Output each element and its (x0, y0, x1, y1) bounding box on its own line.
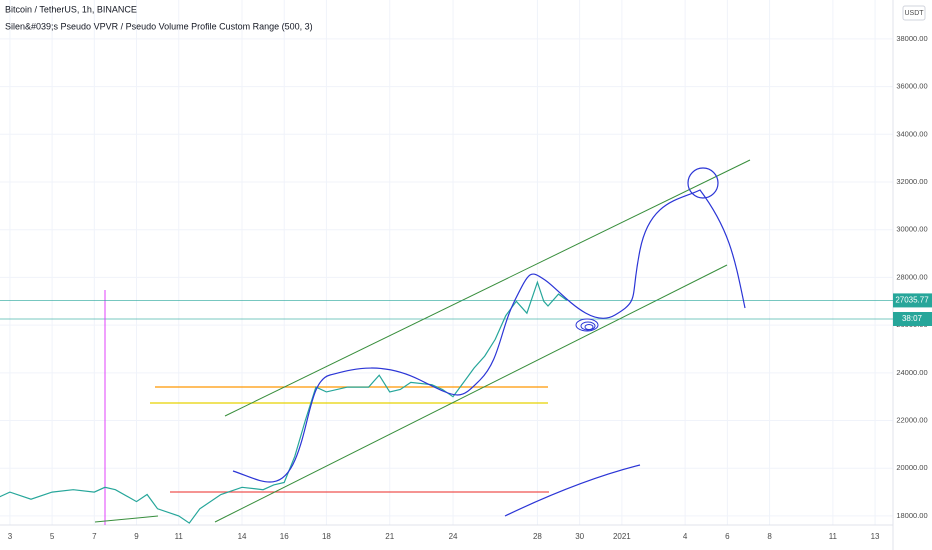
circle-drawing (687, 167, 719, 199)
y-tick-label: 30000.00 (896, 225, 927, 234)
x-tick-label: 14 (238, 532, 247, 541)
indicator-title: Silen&#039;s Pseudo VPVR / Pseudo Volume… (5, 21, 313, 31)
x-tick-label: 3 (8, 532, 13, 541)
y-tick-label: 24000.00 (896, 368, 927, 377)
x-tick-label: 8 (767, 532, 772, 541)
currency-button[interactable] (902, 5, 926, 21)
x-tick-label: 30 (575, 532, 584, 541)
forecast-curve (232, 189, 746, 483)
x-tick-label: 28 (533, 532, 542, 541)
y-tick-label: 22000.00 (896, 416, 927, 425)
lower-curve (504, 464, 641, 517)
x-tick-label: 11 (175, 532, 184, 541)
y-tick-label: 20000.00 (896, 463, 927, 472)
x-tick-label: 16 (280, 532, 289, 541)
price-line (0, 280, 568, 524)
spiral-drawing (580, 321, 596, 331)
x-tick-label: 4 (683, 532, 688, 541)
x-tick-label: 2021 (613, 532, 631, 541)
last-price-label: 27035.77 (895, 296, 929, 305)
grid (0, 0, 893, 525)
y-tick-label: 36000.00 (896, 82, 927, 91)
y-tick-label: 32000.00 (896, 177, 927, 186)
y-tick-label: 34000.00 (896, 129, 927, 138)
channel-lower (214, 264, 728, 523)
x-tick-label: 9 (134, 532, 139, 541)
trend-line (94, 515, 159, 523)
x-tick-label: 5 (50, 532, 55, 541)
y-tick-label: 38000.00 (896, 34, 927, 43)
spiral-drawing (584, 324, 594, 330)
x-tick-label: 6 (725, 532, 730, 541)
x-tick-label: 18 (322, 532, 331, 541)
x-tick-label: 24 (449, 532, 458, 541)
y-tick-label: 28000.00 (896, 272, 927, 281)
countdown-label: 38:07 (902, 314, 923, 323)
x-tick-label: 7 (92, 532, 97, 541)
x-tick-label: 11 (829, 532, 838, 541)
countdown-box (893, 312, 932, 326)
chart-title: Bitcoin / TetherUS, 1h, BINANCE (5, 4, 137, 14)
spiral-drawing (575, 318, 599, 332)
channel-upper (224, 159, 751, 417)
currency-label[interactable]: USDT (904, 10, 924, 17)
x-tick-label: 13 (871, 532, 880, 541)
x-tick-label: 21 (385, 532, 394, 541)
axes: 18000.0020000.0022000.0024000.0026000.00… (8, 34, 932, 541)
y-tick-label: 18000.00 (896, 511, 927, 520)
last-price-box (893, 293, 932, 308)
price (0, 280, 893, 524)
